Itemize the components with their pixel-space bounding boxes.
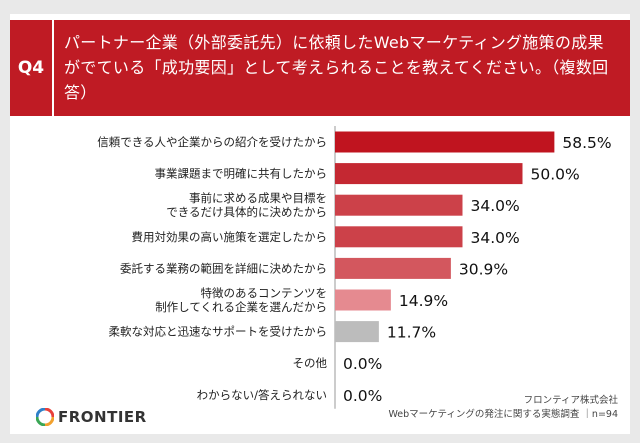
bar xyxy=(335,321,379,343)
survey-card: Q4 パートナー企業（外部委託先）に依頼したWebマーケティング施策の成果がでて… xyxy=(10,14,630,434)
question-header: Q4 パートナー企業（外部委託先）に依頼したWebマーケティング施策の成果がでて… xyxy=(10,20,630,116)
category-label: わからない/答えられない xyxy=(197,388,327,402)
bar xyxy=(335,131,555,153)
question-text: パートナー企業（外部委託先）に依頼したWebマーケティング施策の成果がでている「… xyxy=(64,33,609,102)
bar xyxy=(335,163,523,185)
source-company: フロンティア株式会社 xyxy=(523,395,618,406)
category-label: その他 xyxy=(293,356,328,370)
source-note: フロンティア株式会社 Webマーケティングの発注に関する実態調査 ｜n=94 xyxy=(388,394,618,422)
category-label: 事業課題まで明確に共有したから xyxy=(155,167,328,181)
bar xyxy=(335,226,463,248)
bar xyxy=(335,194,463,216)
frontier-logo-icon xyxy=(36,408,54,426)
category-label: 委託する業務の範囲を詳細に決めたから xyxy=(120,261,327,275)
value-label: 11.7% xyxy=(387,324,436,342)
source-survey: Webマーケティングの発注に関する実態調査 ｜n=94 xyxy=(388,409,618,420)
bar-chart: 信頼できる人や企業からの紹介を受けたから 58.5% 事業課題まで明確に共有したから… xyxy=(97,126,612,409)
logo-text: FRONTIER xyxy=(58,408,147,426)
value-label: 34.0% xyxy=(471,197,520,215)
value-label: 58.5% xyxy=(562,134,611,152)
category-label: 信頼できる人や企業からの紹介を受けたから xyxy=(97,135,327,149)
value-label: 30.9% xyxy=(459,260,508,278)
category-label: 事前に求める成果や目標をできるだけ具体的に決めたから xyxy=(166,191,327,219)
category-label: 柔軟な対応と迅速なサポートを受けたから xyxy=(109,325,328,339)
value-label: 0.0% xyxy=(343,387,382,405)
category-label: 費用対効果の高い施策を選定したから xyxy=(132,230,328,244)
frontier-logo: FRONTIER xyxy=(36,407,147,427)
bar xyxy=(335,289,391,311)
category-label: 特徴のあるコンテンツを制作してくれる企業を選んだから xyxy=(155,286,327,314)
value-label: 34.0% xyxy=(471,229,520,247)
bar xyxy=(335,257,451,279)
value-label: 14.9% xyxy=(399,292,448,310)
value-label: 50.0% xyxy=(531,166,580,184)
value-label: 0.0% xyxy=(343,355,382,373)
question-number: Q4 xyxy=(10,20,54,116)
